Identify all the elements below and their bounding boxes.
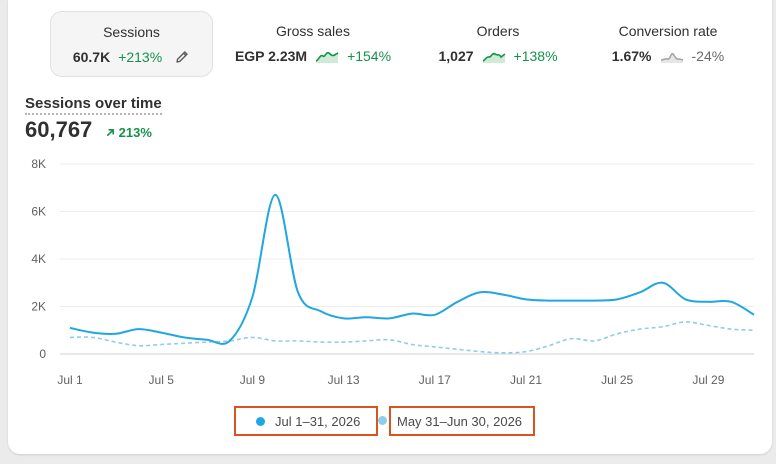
metrics-bar: Sessions 60.7K +213% Gross sales EGP 2.2… [8,0,772,90]
pencil-icon[interactable] [174,49,190,65]
x-tick-label: Jul 5 [149,373,175,387]
legend-item-current[interactable]: Jul 1–31, 2026 [234,406,378,436]
chart-total-value: 60,767 [25,117,93,142]
legend-label-previous: May 31–Jun 30, 2026 [397,413,523,429]
metric-value: 60.7K [72,49,111,65]
metric-tab-sessions[interactable]: Sessions 60.7K +213% [50,11,213,77]
chart-title[interactable]: Sessions over time [25,95,162,115]
metric-tab-conversion-rate[interactable]: Conversion rate 1.67% -24% [588,11,748,77]
metric-delta: -24% [691,48,725,64]
y-tick-label: 8K [31,157,46,171]
legend-label-current: Jul 1–31, 2026 [275,413,361,429]
sparkline-icon [315,51,339,63]
metric-tab-gross-sales[interactable]: Gross sales EGP 2.23M +154% [218,11,408,77]
x-tick-label: Jul 17 [419,373,451,387]
x-tick-label: Jul 21 [510,373,542,387]
series-line-previous [69,321,755,354]
metric-value: 1,027 [438,48,474,64]
y-tick-label: 0 [39,347,46,361]
series-line-current [69,193,755,345]
y-tick-label: 6K [31,205,46,219]
x-tick-label: Jul 13 [328,373,360,387]
metric-value: 1.67% [611,48,652,64]
metric-label: Conversion rate [618,23,718,39]
x-tick-label: Jul 1 [57,373,83,387]
x-tick-label: Jul 29 [692,373,724,387]
metric-delta: +154% [347,48,392,64]
metric-label: Sessions [103,24,160,40]
metric-delta: +138% [513,48,558,64]
metric-label: Orders [476,23,520,39]
sessions-line-chart: 0 2K 4K 6K 8K Jul 1 Jul 5 Jul 9 Jul 13 Jul 17 Jul… [31,157,755,387]
y-tick-label: 2K [31,300,46,314]
arrow-up-right-icon [106,128,115,137]
chart-total-delta: 213% [106,125,152,140]
metric-tab-orders[interactable]: Orders 1,027 +138% [418,11,578,77]
legend-dot-current [256,416,265,426]
sparkline-icon [660,52,683,63]
x-tick-label: Jul 25 [601,373,633,387]
metric-label: Gross sales [276,23,350,39]
legend-dot-previous [378,416,387,425]
metric-delta: +213% [118,49,163,65]
x-tick-label: Jul 9 [240,373,266,387]
sessions-card: Sessions 60.7K +213% Gross sales EGP 2.2… [8,0,772,454]
metric-value: EGP 2.23M [234,48,308,64]
sparkline-icon [482,52,506,63]
y-tick-label: 4K [31,252,46,266]
chart-total-delta-text: 213% [118,125,152,140]
legend-item-previous[interactable]: May 31–Jun 30, 2026 [389,406,535,436]
